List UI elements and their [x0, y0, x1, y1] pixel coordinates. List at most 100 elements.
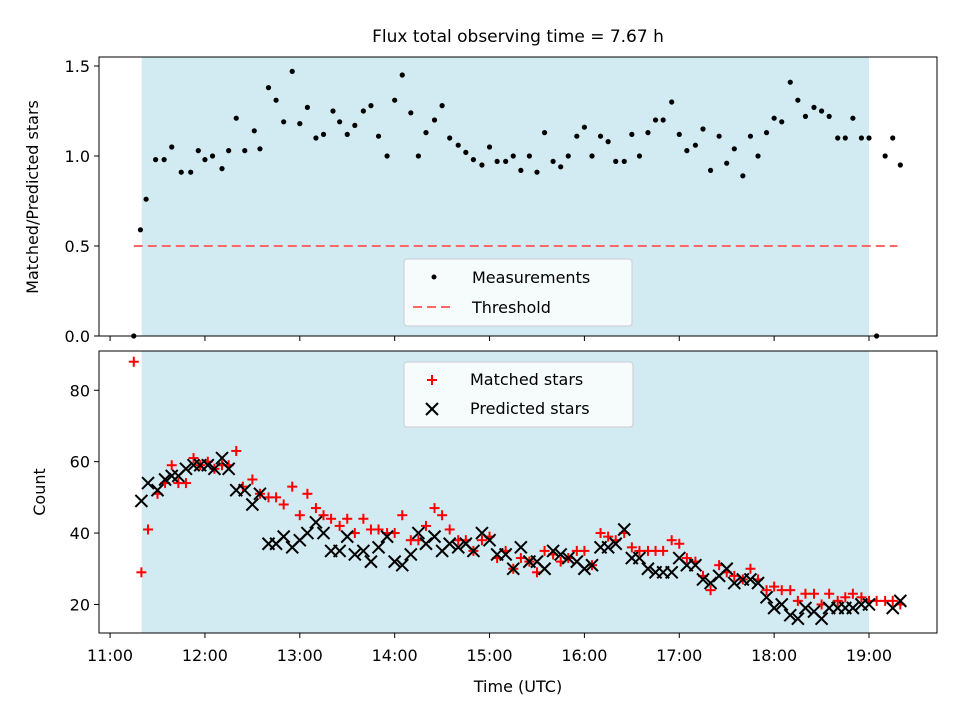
- predicted-star-point: [158, 472, 172, 487]
- measurement-point: [431, 117, 438, 123]
- measurement-point: [613, 158, 619, 164]
- measurement-point: [866, 135, 872, 141]
- measurement-point: [740, 173, 746, 179]
- predicted-star-point: [514, 540, 528, 555]
- measurement-point: [169, 144, 175, 150]
- predicted-star-point: [411, 526, 426, 540]
- matched-star-point: [539, 545, 550, 556]
- legend-label-threshold: Threshold: [471, 298, 551, 317]
- measurement-point: [652, 117, 659, 123]
- measurement-point: [755, 153, 761, 159]
- matched-star-point: [761, 585, 772, 596]
- measurement-point: [486, 144, 493, 150]
- matched-star-point: [397, 510, 408, 521]
- measurement-point: [534, 169, 540, 175]
- predicted-star-point: [309, 515, 323, 530]
- predicted-star-point: [751, 576, 765, 590]
- measurement-point: [731, 146, 737, 152]
- measurement-point: [826, 113, 832, 119]
- measurement-point: [724, 160, 730, 166]
- predicted-star-point: [720, 562, 734, 576]
- predicted-star-point: [553, 547, 568, 562]
- count-panel: 20 40 60 80 11:00 12:00 13:00 14:00 15:00 16:00 1…: [30, 350, 938, 696]
- predicted-star-point: [238, 483, 252, 497]
- xtick-label: 14:00: [372, 646, 418, 665]
- count-ytick-label: 80: [70, 381, 90, 400]
- predicted-star-point: [482, 533, 497, 547]
- matched-star-point: [745, 563, 756, 574]
- matched-star-point: [769, 581, 780, 592]
- legend-marker-measurements: [431, 274, 437, 280]
- matched-star-point: [847, 588, 858, 599]
- matched-star-point: [666, 535, 677, 546]
- predicted-star-point: [215, 451, 229, 465]
- matched-star-point: [437, 510, 448, 521]
- xtick-label: 15:00: [466, 646, 512, 665]
- matched-star-point: [824, 588, 835, 599]
- matched-star-point: [334, 520, 345, 531]
- predicted-star-point: [791, 612, 805, 626]
- measurement-point: [439, 103, 445, 109]
- count-ytick-label: 40: [70, 524, 90, 543]
- predicted-star-point: [537, 562, 552, 576]
- predicted-star-point: [332, 544, 347, 558]
- predicted-star-point: [201, 458, 215, 472]
- measurement-point: [850, 115, 856, 121]
- measurement-point: [669, 99, 675, 105]
- predicted-star-point: [348, 547, 362, 562]
- matched-star-point: [444, 524, 455, 535]
- xtick-label: 18:00: [751, 646, 797, 665]
- predicted-star-point: [664, 565, 679, 580]
- measurement-point: [494, 158, 500, 164]
- matched-star-point: [840, 592, 851, 603]
- measurement-point: [251, 128, 257, 134]
- predicted-star-point: [632, 551, 647, 565]
- measurement-point: [313, 135, 319, 141]
- matched-star-point: [180, 478, 191, 489]
- measurement-point: [281, 119, 287, 125]
- measurement-point: [581, 124, 588, 130]
- predicted-star-point: [395, 558, 409, 572]
- predicted-star-point: [767, 601, 781, 615]
- matched-star-point: [515, 553, 526, 564]
- predicted-star-point: [253, 487, 267, 501]
- ratio-axes-frame: [98, 56, 938, 337]
- matched-star-point: [128, 356, 139, 367]
- count-ylabel: Count: [30, 468, 49, 516]
- measurement-point: [692, 142, 699, 148]
- matched-star-point: [705, 585, 716, 596]
- measurement-point: [304, 104, 310, 110]
- measurement-point: [344, 131, 350, 137]
- ratio-ylabel: Matched/Predicted stars: [23, 100, 42, 294]
- predicted-star-point: [727, 576, 742, 590]
- measurement-point: [629, 131, 635, 137]
- ratio-legend-box: [403, 258, 633, 327]
- measurement-point: [226, 148, 232, 154]
- predicted-star-point: [846, 601, 860, 615]
- ratio-ytick-label: 1.5: [65, 57, 90, 76]
- matched-star-point: [318, 510, 329, 521]
- measurement-point: [320, 131, 327, 137]
- legend-label-matched: Matched stars: [470, 370, 583, 389]
- measurement-point: [219, 166, 225, 172]
- predicted-star-point: [743, 572, 758, 587]
- measurement-point: [660, 117, 666, 123]
- predicted-star-point: [141, 476, 155, 490]
- matched-star-point: [792, 595, 803, 606]
- legend-label-measurements: Measurements: [472, 268, 590, 287]
- matched-star-point: [136, 567, 147, 578]
- measurement-point: [408, 110, 414, 116]
- predicted-star-point: [561, 551, 575, 565]
- matched-star-point: [231, 445, 242, 456]
- matched-star-point: [776, 585, 787, 596]
- predicted-star-point: [442, 537, 457, 551]
- measurement-point: [676, 131, 682, 137]
- matched-star-point: [832, 595, 843, 606]
- ratio-legend: Measurements Threshold: [403, 258, 633, 327]
- legend-label-predicted: Predicted stars: [470, 399, 590, 418]
- measurement-point: [337, 119, 343, 125]
- predicted-star-point: [601, 540, 615, 555]
- predicted-star-point: [427, 529, 442, 544]
- chart-title: Flux total observing time = 7.67 h: [372, 27, 664, 47]
